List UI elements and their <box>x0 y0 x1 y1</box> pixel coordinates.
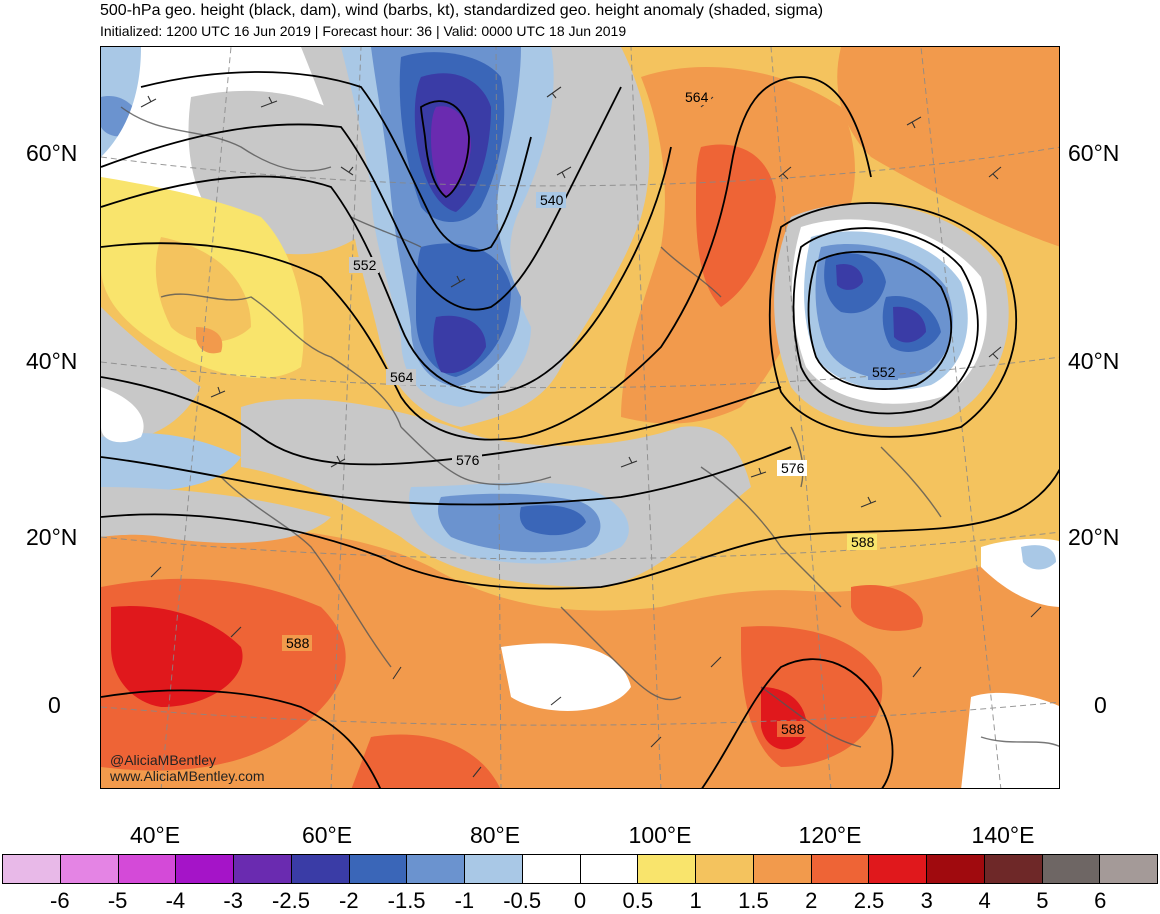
lat-label-left: 60°N <box>26 140 78 166</box>
colorbar-swatch <box>811 855 870 883</box>
contour-label: 576 <box>781 460 805 476</box>
contour-label: 588 <box>781 721 805 737</box>
colorbar-swatch <box>465 855 523 883</box>
colorbar-tick-label: 0.5 <box>622 888 654 913</box>
colorbar-tick-label: -0.5 <box>503 888 542 913</box>
map-canvas: 564 540 552 564 576 552 576 588 588 588 <box>101 47 1059 788</box>
colorbar-swatch <box>1100 855 1157 883</box>
contour-label: 540 <box>540 192 564 208</box>
colorbar-swatch <box>753 855 812 883</box>
lon-label: 40°E <box>129 822 181 848</box>
colorbar <box>2 854 1158 884</box>
colorbar-swatch <box>869 855 927 883</box>
contour-label: 564 <box>685 89 709 105</box>
lat-label-right: 60°N <box>1068 140 1120 166</box>
colorbar-tick-label: -2.5 <box>272 888 310 913</box>
colorbar-swatch <box>638 855 696 883</box>
colorbar-swatch <box>234 855 292 883</box>
colorbar-swatch <box>349 855 408 883</box>
colorbar-swatch <box>1042 855 1101 883</box>
colorbar-tick-label: 1 <box>689 888 702 913</box>
lon-label: 120°E <box>798 822 862 848</box>
contour-label: 552 <box>872 364 896 380</box>
colorbar-swatch <box>580 855 639 883</box>
colorbar-tick-label: -6 <box>50 888 70 913</box>
colorbar-swatch <box>176 855 234 883</box>
colorbar-tick-label: 5 <box>1036 888 1049 913</box>
lat-label-left: 40°N <box>26 348 78 374</box>
colorbar-swatch <box>696 855 754 883</box>
lon-label: 60°E <box>301 822 353 848</box>
credit-handle: @AliciaMBentley <box>110 752 217 768</box>
lat-label-right: 40°N <box>1068 348 1120 374</box>
contour-label: 552 <box>353 257 377 273</box>
contour-label: 564 <box>390 369 414 385</box>
colorbar-tick-label: 2.5 <box>853 888 885 913</box>
contour-label: 588 <box>286 635 310 651</box>
colorbar-tick-label: -1 <box>454 888 475 913</box>
lat-label-right: 20°N <box>1068 524 1120 550</box>
colorbar-tick-label: 2 <box>805 888 818 913</box>
colorbar-swatch <box>291 855 350 883</box>
colorbar-swatch <box>927 855 985 883</box>
lon-label: 140°E <box>971 822 1035 848</box>
colorbar-swatch <box>3 855 61 883</box>
colorbar-swatch <box>522 855 581 883</box>
colorbar-tick-label: 4 <box>978 888 991 913</box>
map-subtitle: Initialized: 1200 UTC 16 Jun 2019 | Fore… <box>100 23 627 39</box>
lat-label-right: 0 <box>1094 692 1107 718</box>
colorbar-tick-label: 6 <box>1094 888 1107 913</box>
colorbar-swatch <box>407 855 465 883</box>
colorbar-swatch <box>984 855 1043 883</box>
colorbar-tick-label: 3 <box>920 888 933 913</box>
colorbar-tick-label: -4 <box>165 888 186 913</box>
colorbar-tick-label: 1.5 <box>738 888 769 913</box>
colorbar-tick-label: -3 <box>223 888 243 913</box>
colorbar-tick-label: 0 <box>573 888 587 913</box>
contour-label: 588 <box>851 534 875 550</box>
map-title: 500-hPa geo. height (black, dam), wind (… <box>100 2 824 19</box>
map-panel: 564 540 552 564 576 552 576 588 588 588 <box>100 46 1060 789</box>
credit-url: www.AliciaMBentley.com <box>110 768 265 784</box>
colorbar-swatch <box>60 855 119 883</box>
contour-label: 576 <box>456 452 480 468</box>
colorbar-tick-label: -2 <box>339 888 359 913</box>
colorbar-tick-label: -1.5 <box>387 888 426 913</box>
lon-label: 80°E <box>469 822 521 848</box>
lat-label-left: 0 <box>48 692 61 718</box>
colorbar-tick-label: -5 <box>107 888 128 913</box>
lat-label-left: 20°N <box>26 524 78 550</box>
lon-label: 100°E <box>628 822 692 848</box>
colorbar-swatch <box>118 855 177 883</box>
